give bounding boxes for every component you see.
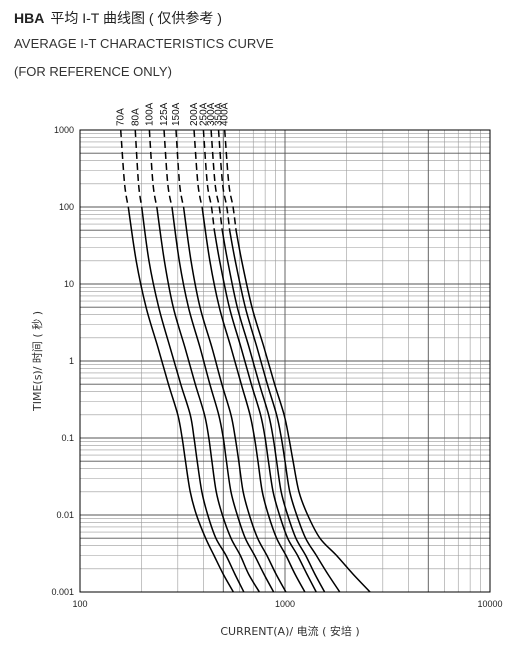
curve-150A (182, 206, 287, 593)
y-tick-labels: 1000 100 10 1 0.1 0.01 0.001 (51, 125, 74, 597)
x-axis-label: CURRENT(A)/ 电流 ( 安培 ) (220, 624, 359, 638)
curve-300A (221, 230, 326, 593)
y-axis-label: TIME(s)/ 时间 ( 秒 ) (30, 311, 44, 412)
x-tick-label: 10000 (477, 599, 502, 609)
rating-label-400A: 400A (220, 102, 231, 126)
rating-label-200A: 200A (189, 102, 200, 126)
curve-70A-dashed (119, 129, 130, 208)
chart-subtitle: AVERAGE I-T CHARACTERISTICS CURVE (14, 36, 274, 51)
curve-400A (235, 230, 371, 593)
rating-label-125A: 125A (159, 102, 170, 126)
y-tick-label: 1 (69, 356, 74, 366)
title-cn: 平均 I-T 曲线图 ( 仅供参考 ) (50, 10, 222, 26)
curve-125A-dashed (163, 129, 173, 208)
chart-title: HBA 平均 I-T 曲线图 ( 仅供参考 ) (14, 8, 222, 28)
rating-label-250A: 250A (198, 102, 209, 126)
curve-350A-dashed (217, 129, 231, 231)
curves (119, 129, 371, 593)
y-tick-label: 0.001 (51, 587, 74, 597)
model-code: HBA (14, 10, 45, 26)
y-tick-label: 1000 (54, 125, 74, 135)
curve-400A-dashed (223, 129, 237, 231)
reference-note: (FOR REFERENCE ONLY) (14, 64, 172, 79)
x-tick-labels: 100 1000 10000 (72, 599, 502, 609)
curve-300A-dashed (210, 129, 223, 231)
rating-label-150A: 150A (171, 102, 182, 126)
curve-100A-dashed (148, 129, 158, 208)
curve-200A-dashed (193, 129, 203, 208)
curve-350A (228, 230, 341, 593)
curve-125A (171, 206, 275, 593)
x-tick-label: 1000 (275, 599, 295, 609)
rating-label-350A: 350A (214, 102, 225, 126)
curve-100A (156, 206, 261, 593)
y-tick-label: 0.01 (56, 510, 74, 520)
curve-200A (201, 206, 306, 593)
rating-label-80A: 80A (130, 108, 141, 126)
y-tick-label: 100 (59, 202, 74, 212)
curve-150A-dashed (175, 129, 185, 208)
curve-250A-dashed (202, 129, 216, 231)
curve-250A (213, 230, 317, 593)
y-tick-label: 10 (64, 279, 74, 289)
x-tick-label: 100 (72, 599, 87, 609)
rating-label-100A: 100A (144, 102, 155, 126)
rating-label-70A: 70A (116, 108, 127, 126)
curve-80A-dashed (134, 129, 143, 208)
y-tick-label: 0.1 (61, 433, 74, 443)
plot-frame (79, 129, 491, 593)
curve-70A (127, 206, 235, 593)
rating-label-300A: 300A (206, 102, 217, 126)
curve-80A (140, 206, 245, 593)
